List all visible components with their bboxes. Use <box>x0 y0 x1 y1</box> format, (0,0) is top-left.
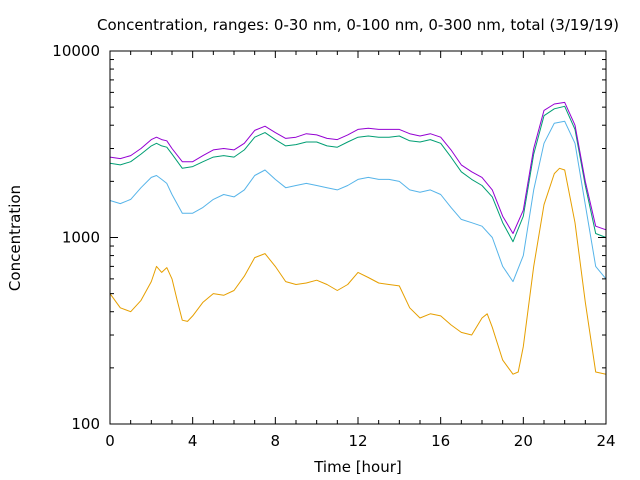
series-line-2 <box>109 105 607 243</box>
y-axis-label: Concentration <box>6 185 24 291</box>
x-tick-label: 16 <box>431 432 450 450</box>
series-layer <box>109 101 607 375</box>
series-line-0 <box>109 167 607 375</box>
x-tick-label: 4 <box>188 432 198 450</box>
x-tick-label: 20 <box>514 432 533 450</box>
x-axis-label: Time [hour] <box>313 458 402 476</box>
ticks-layer: 0 4 8 12 16 20 24 100 1000 10000 <box>52 42 615 450</box>
series-line-3 <box>109 101 607 234</box>
x-tick-label: 12 <box>348 432 367 450</box>
chart-title: Concentration, ranges: 0-30 nm, 0-100 nm… <box>97 16 619 34</box>
series-line-1 <box>109 120 607 283</box>
x-tick-label: 8 <box>271 432 281 450</box>
x-tick-label: 24 <box>596 432 615 450</box>
plot-frame <box>109 50 607 425</box>
x-tick-label: 0 <box>105 432 115 450</box>
y-tick-label: 10000 <box>52 42 100 60</box>
y-tick-label: 100 <box>71 415 100 433</box>
y-tick-label: 1000 <box>62 229 100 247</box>
